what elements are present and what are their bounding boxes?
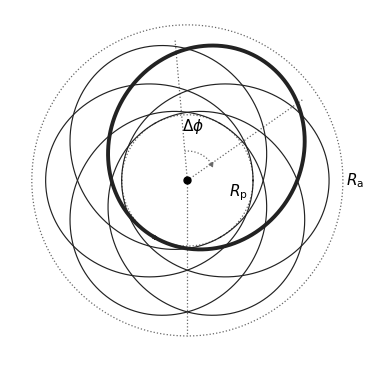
Text: $R_{\rm p}$: $R_{\rm p}$ xyxy=(229,182,247,203)
Text: $\Delta\phi$: $\Delta\phi$ xyxy=(182,117,205,136)
Text: $R_{\rm a}$: $R_{\rm a}$ xyxy=(347,171,365,190)
